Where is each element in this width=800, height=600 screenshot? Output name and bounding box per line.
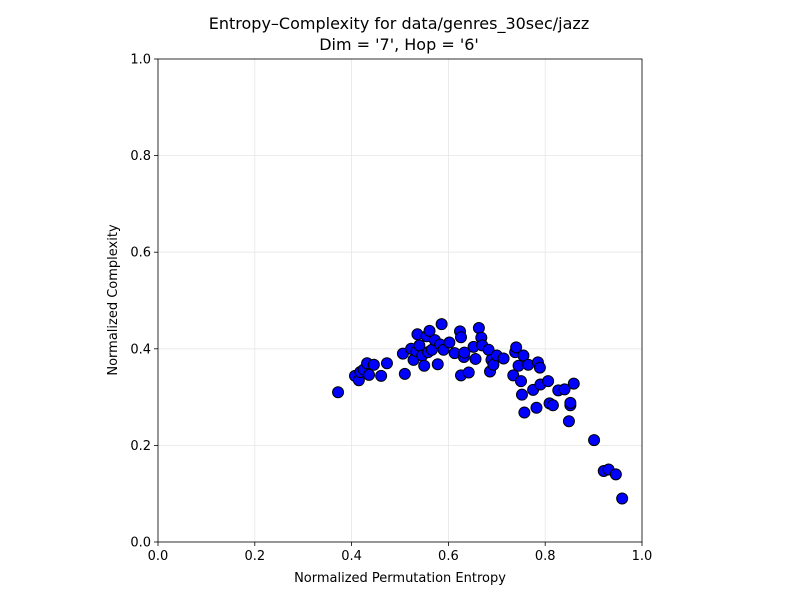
y-tick-label: 0.6 <box>130 246 151 261</box>
scatter-point <box>363 368 376 381</box>
scatter-point <box>332 386 345 399</box>
scatter-point <box>375 369 388 382</box>
y-tick-label: 0.2 <box>130 439 151 454</box>
scatter-point <box>367 358 380 371</box>
data-points <box>332 318 629 505</box>
scatter-point <box>518 406 531 419</box>
scatter-point <box>564 396 577 409</box>
scatter-point <box>497 352 510 365</box>
y-tick-label: 1.0 <box>130 53 151 68</box>
scatter-point <box>588 434 601 447</box>
scatter-point <box>567 377 580 390</box>
scatter-point <box>398 367 411 380</box>
scatter-point <box>418 359 431 372</box>
scatter-point <box>435 318 448 331</box>
y-tick-label: 0.0 <box>130 536 151 551</box>
x-tick-label: 0.8 <box>535 549 556 564</box>
scatter-point <box>609 468 622 481</box>
x-axis-label: Normalized Permutation Entropy <box>294 571 506 586</box>
scatter-point <box>454 331 467 344</box>
x-tick-label: 0.0 <box>148 549 169 564</box>
scatter-point <box>380 357 393 370</box>
scatter-point <box>562 415 575 428</box>
scatter-point <box>462 366 475 379</box>
scatter-point <box>517 349 530 362</box>
y-axis-label: Normalized Complexity <box>106 224 121 376</box>
x-tick-label: 1.0 <box>632 549 653 564</box>
scatter-point <box>558 383 571 396</box>
x-tick-label: 0.6 <box>438 549 459 564</box>
scatter-point <box>458 346 471 359</box>
scatter-point <box>533 361 546 374</box>
x-tick-label: 0.4 <box>341 549 362 564</box>
scatter-point <box>546 399 559 412</box>
axis-ticks: 0.0 0.2 0.4 0.6 0.8 1.0 0.0 0.2 0.4 0.6 0.8 1.0 <box>130 53 652 565</box>
y-tick-label: 0.4 <box>130 342 151 357</box>
scatter-point <box>616 492 629 505</box>
scatter-point <box>443 336 456 349</box>
y-tick-label: 0.8 <box>130 149 151 164</box>
scatter-point <box>542 375 555 388</box>
scatter-point <box>431 358 444 371</box>
scatter-point <box>510 341 523 354</box>
scatter-point <box>423 324 436 337</box>
grid-lines <box>157 58 643 543</box>
scatter-point <box>515 375 527 388</box>
scatter-point <box>522 358 535 371</box>
plot-frame <box>157 58 643 543</box>
chart-title-line2: Dim = '7', Hop = '6' <box>319 35 479 54</box>
scatter-point <box>515 388 528 401</box>
chart-title-line1: Entropy–Complexity for data/genres_30sec… <box>209 14 589 34</box>
scatter-point <box>530 401 543 414</box>
x-tick-label: 0.2 <box>244 549 265 564</box>
scatter-point <box>469 352 482 365</box>
